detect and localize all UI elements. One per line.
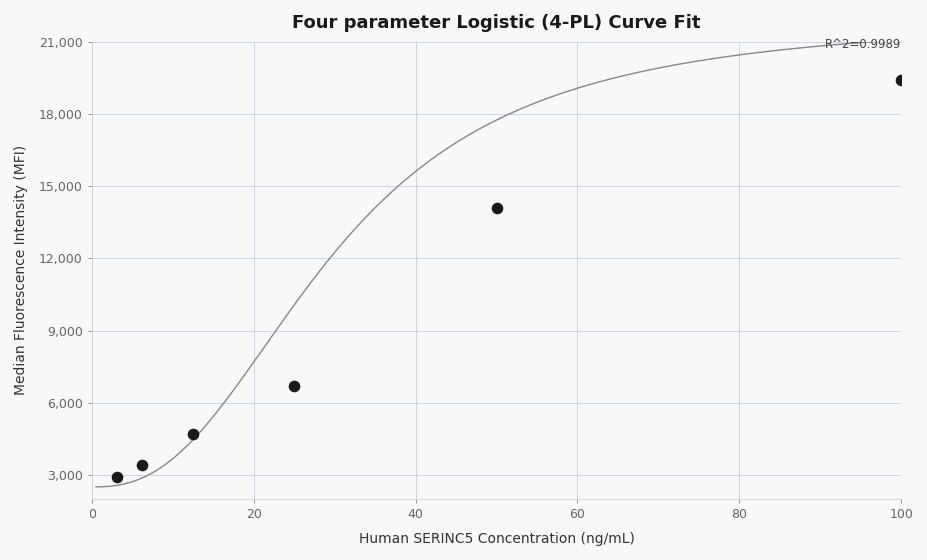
Text: R^2=0.9989: R^2=0.9989 <box>825 39 901 52</box>
Point <box>135 461 150 470</box>
Point <box>894 76 908 85</box>
Point <box>286 381 301 390</box>
Y-axis label: Median Fluorescence Intensity (MFI): Median Fluorescence Intensity (MFI) <box>14 145 28 395</box>
Point <box>185 430 200 438</box>
Point <box>489 203 504 212</box>
Point <box>109 473 124 482</box>
Title: Four parameter Logistic (4-PL) Curve Fit: Four parameter Logistic (4-PL) Curve Fit <box>292 14 701 32</box>
X-axis label: Human SERINC5 Concentration (ng/mL): Human SERINC5 Concentration (ng/mL) <box>359 532 634 546</box>
